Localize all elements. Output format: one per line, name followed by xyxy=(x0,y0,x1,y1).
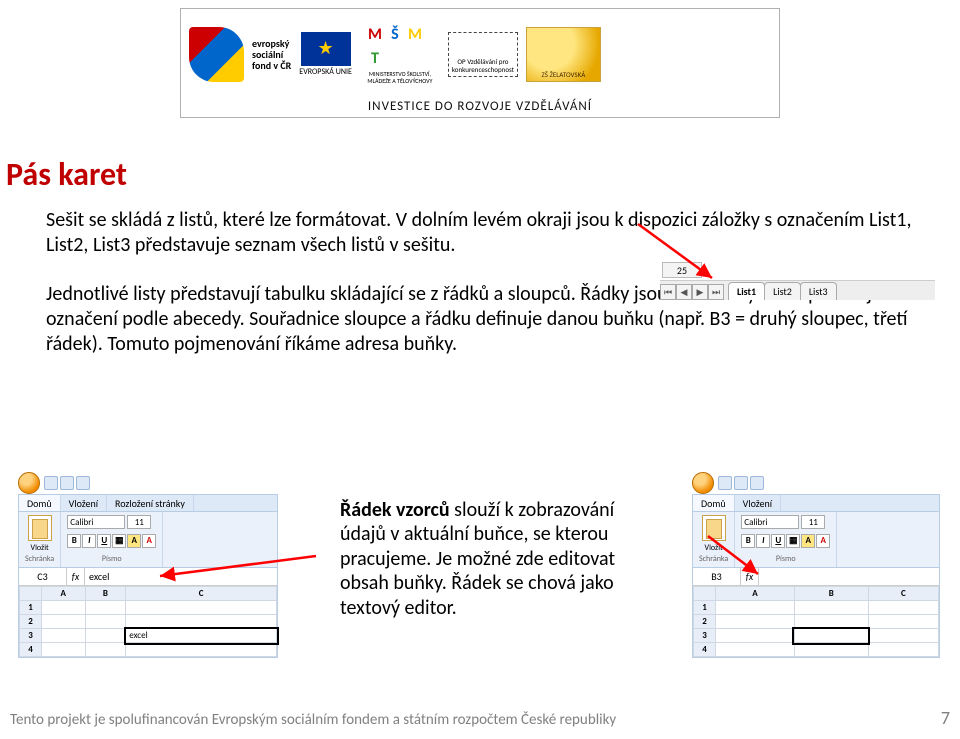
font-group: Calibri 11 BIU ▦AA Písmo xyxy=(735,512,837,567)
office-button-icon xyxy=(692,472,714,494)
quick-access-toolbar xyxy=(44,476,90,490)
paste-icon xyxy=(28,515,52,541)
esf-logo xyxy=(189,27,244,82)
formula-bar-explanation: Řádek vzorců slouží k zobrazování údajů … xyxy=(340,498,640,620)
msmt-logo: M Š M T MINISTERSTVO ŠKOLSTVÍ, MLÁDEŽE A… xyxy=(360,23,440,84)
office-button-icon xyxy=(18,472,40,494)
page-title: Pás karet xyxy=(6,155,950,194)
eu-flag: ★ EVROPSKÁ UNIE xyxy=(299,32,352,77)
name-box: C3 xyxy=(19,568,67,585)
footer-text: Tento projekt je spolufinancován Evropsk… xyxy=(10,711,616,729)
page-number: 7 xyxy=(941,707,950,729)
clipboard-group: Vložit Schránka xyxy=(693,512,735,567)
cell-grid: ABC123excel4 xyxy=(19,586,277,657)
cell-grid: ABC1234 xyxy=(693,586,939,657)
excel-figure-right: Domů Vložení Vložit Schránka Calibri 11 … xyxy=(692,472,940,658)
sheet-tab-1: List1 xyxy=(728,282,765,300)
banner-subtitle: INVESTICE DO ROZVOJE VZDĚLÁVÁNÍ xyxy=(181,99,779,118)
zelat-logo: ZŠ ŽELATOVSKÁ xyxy=(526,27,601,82)
sheet-tabs-figure: 25 ⏮◀▶⏭ List1 List2 List3 xyxy=(660,262,935,300)
fx-icon: fx xyxy=(67,568,85,585)
format-buttons: BIU ▦AA xyxy=(741,534,830,548)
format-buttons: BIU ▦AA xyxy=(67,534,156,548)
expl-bold: Řádek vzorců xyxy=(340,498,450,522)
sheet-tab-3: List3 xyxy=(800,282,837,300)
ribbon-tabs: Domů Vložení xyxy=(692,494,940,512)
opvk-logo: OP Vzdělávání pro konkurenceschopnost xyxy=(448,32,518,77)
font-group: Calibri 11 BIU ▦AA Písmo xyxy=(61,512,163,567)
excel-figure-left: Domů Vložení Rozložení stránky Vložit Sc… xyxy=(18,472,278,658)
name-box: B3 xyxy=(693,568,741,585)
fx-icon: fx xyxy=(741,568,759,585)
formula-bar: excel xyxy=(85,568,277,585)
esf-text: evropský sociální fond v ČR xyxy=(252,38,291,71)
formula-bar xyxy=(759,568,939,585)
clipboard-group: Vložit Schránka xyxy=(19,512,61,567)
paragraph-intro: Sešit se skládá z listů, které lze formá… xyxy=(46,208,940,258)
sheet-tab-2: List2 xyxy=(764,282,801,300)
header-banner: evropský sociální fond v ČR ★ EVROPSKÁ U… xyxy=(180,8,780,118)
paste-icon xyxy=(702,515,726,541)
quick-access-toolbar xyxy=(718,476,764,490)
ribbon-tabs: Domů Vložení Rozložení stránky xyxy=(18,494,278,512)
sheet-nav-buttons: ⏮◀▶⏭ xyxy=(660,284,724,300)
row-number: 25 xyxy=(662,262,702,278)
